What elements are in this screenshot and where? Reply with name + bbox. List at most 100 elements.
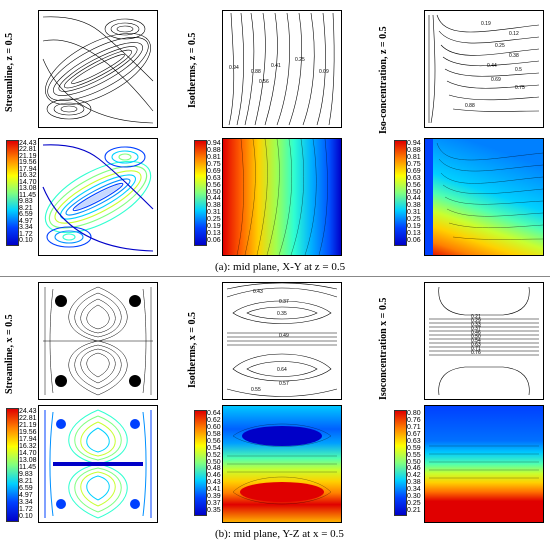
colorbar-tick: 17.94: [19, 436, 37, 443]
colorbar-tick: 0.44: [207, 195, 221, 203]
colorbar-tick: 0.63: [407, 174, 421, 182]
colorbar-tick: 0.63: [207, 174, 221, 182]
colorbar-tick: 0.76: [407, 416, 421, 424]
colorbar-tick: 0.41: [207, 486, 221, 494]
isotherm-label-a-0: 0.94: [229, 65, 239, 71]
label-isotherms-a: Isotherms, z = 0.5: [187, 32, 198, 108]
colorbar-tick: 14.70: [19, 178, 37, 186]
isotherm-label-a-4: 0.25: [295, 57, 305, 63]
colorbar-tick: 0.69: [207, 167, 221, 175]
colorbar-tick: 9.83: [19, 198, 33, 206]
colorbar-tick: 0.34: [407, 486, 421, 494]
colorbar-tick: 13.08: [19, 457, 37, 464]
colorbar-tick: 0.58: [207, 430, 221, 438]
colorbar-tick: 11.45: [19, 191, 36, 199]
colorbar-tick: 0.88: [407, 146, 421, 154]
colorbar-tick: 1.72: [19, 230, 33, 238]
colorbar-tick: 14.70: [19, 450, 37, 457]
label-isoconc-b: Isoconcentration x = 0.5: [378, 297, 389, 400]
isoconc-label-b-2: 0.33: [471, 322, 481, 328]
colorbar-tick: 0.50: [207, 188, 221, 196]
colorbar-tick: 0.31: [207, 209, 221, 217]
colorbar-tick: 0.38: [407, 202, 421, 210]
isoconc-label-b-5: 0.50: [471, 334, 481, 340]
colorbar-tick: 0.67: [407, 430, 421, 438]
isoconc-label-b-0: 0.21: [471, 314, 481, 320]
colorbar-tick: 11.45: [19, 464, 36, 471]
isoconc-label-b-3: 0.37: [471, 326, 481, 332]
plot-isotherm-contour-b: [222, 405, 342, 523]
colorbar-tick: 0.81: [207, 153, 221, 161]
plot-isoconc-lines-a: 0.19 0.12 0.25 0.38 0.44 0.5 0.69 0.75 0…: [424, 10, 544, 128]
colorbar-tick: 16.32: [19, 443, 37, 450]
colorbar-tick: 16.32: [19, 172, 37, 180]
colorbar-tick: 0.21: [407, 507, 421, 514]
isoconc-label-a-5: 0.5: [515, 67, 522, 73]
colorbar-tick: 0.38: [407, 479, 421, 487]
colorbar-tick: 0.55: [407, 451, 421, 459]
colorbar-tick: 0.63: [407, 437, 421, 445]
colorbar-tick: 0.50: [407, 458, 421, 466]
colorbar-tick: 13.08: [19, 185, 37, 193]
colorbar-tick: 0.35: [207, 507, 221, 514]
isoconc-label-a-0: 0.19: [481, 21, 491, 27]
colorbar-tick: 8.21: [19, 478, 33, 485]
label-isotherms-b: Isotherms, x = 0.5: [187, 312, 198, 388]
colorbar-tick: 0.50: [407, 188, 421, 196]
isotherm-label-b-2: 0.35: [277, 311, 287, 317]
isoconc-label-b-6: 0.54: [471, 338, 481, 344]
colorbar-tick: 21.19: [19, 422, 37, 429]
colorbar-tick: 0.19: [407, 223, 421, 231]
isoconc-label-a-4: 0.44: [487, 63, 497, 69]
colorbar-tick: 0.43: [207, 479, 221, 487]
colorbar-tick: 0.81: [407, 153, 421, 161]
colorbar-tick: 0.62: [207, 416, 221, 424]
colorbar-tick: 0.42: [407, 472, 421, 480]
colorbar-tick: 0.19: [207, 223, 221, 231]
isoconc-label-b-8: 0.71: [471, 346, 481, 352]
colorbar-tick: 21.19: [19, 152, 37, 160]
colorbar-tick: 0.25: [407, 500, 421, 508]
caption-b: (b): mid plane, Y-Z at x = 0.5: [215, 528, 344, 540]
colorbar-tick: 0.54: [207, 444, 221, 452]
plot-streamline-colored-a: [38, 138, 158, 256]
colorbar-tick: 19.56: [19, 159, 37, 167]
isoconc-label-a-7: 0.75: [515, 85, 525, 91]
colorbar-tick: 0.06: [207, 237, 221, 244]
colorbar-tick: 1.72: [19, 506, 33, 513]
colorbar-tick: 0.48: [207, 465, 221, 473]
colorbar-tick: 24.43: [19, 140, 37, 147]
colorbar-tick: 0.46: [407, 465, 421, 473]
label-streamline-b: Streamline, x = 0.5: [4, 314, 15, 394]
colorbar-tick: 0.56: [407, 181, 421, 189]
colorbar-tick: 22.81: [19, 146, 37, 154]
colorbar-tick: 0.69: [407, 167, 421, 175]
colorbar-tick: 0.75: [207, 160, 221, 168]
colorbar-tick: 0.64: [207, 410, 221, 417]
colorbar-tick: 22.81: [19, 415, 37, 422]
isoconc-label-a-1: 0.12: [509, 31, 519, 37]
colorbar-tick: 6.59: [19, 485, 33, 492]
isotherm-label-b-1: 0.37: [279, 299, 289, 305]
colorbar-tick: 0.37: [207, 500, 221, 508]
colorbar-tick: 0.50: [207, 458, 221, 466]
isotherm-label-a-2: 0.41: [271, 63, 281, 69]
plot-isoconc-contour-b: [424, 405, 544, 523]
isoconc-label-b-4: 0.46: [471, 330, 481, 336]
colorbar-tick: 0.88: [207, 146, 221, 154]
colorbar-tick: 0.52: [207, 451, 221, 459]
isotherm-label-b-5: 0.57: [279, 381, 289, 387]
colorbar-tick: 3.34: [19, 224, 33, 232]
plot-streamline-lines-b: [38, 282, 158, 400]
plot-streamline-lines-a: [38, 10, 158, 128]
plot-isotherm-lines-b: 0.43 0.37 0.35 0.49 0.64 0.57 0.55: [222, 282, 342, 400]
colorbar-tick: 0.13: [207, 230, 221, 238]
plot-isoconc-lines-b: 0.21 0.29 0.33 0.37 0.46 0.50 0.54 0.63 …: [424, 282, 544, 400]
isoconc-label-b-9: 0.76: [471, 350, 481, 356]
colorbar-tick: 0.06: [407, 237, 421, 244]
colorbar-tick: 0.39: [207, 493, 221, 501]
isoconc-label-a-3: 0.38: [509, 53, 519, 59]
colorbar-tick: 0.25: [207, 216, 221, 224]
colorbar-tick: 19.56: [19, 429, 37, 436]
plot-isotherm-contour-a: [222, 138, 342, 256]
